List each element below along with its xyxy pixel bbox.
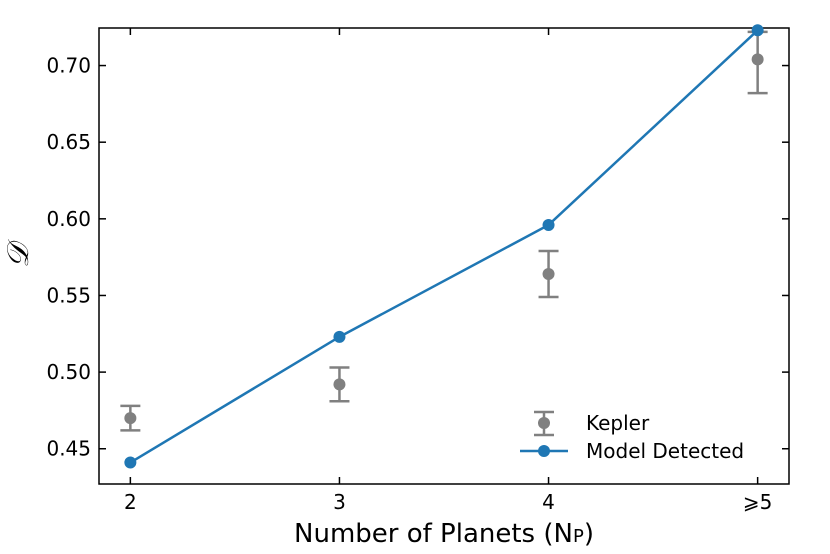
plot-area bbox=[120, 24, 768, 469]
y-tick-label: 0.55 bbox=[46, 283, 91, 307]
y-tick-label: 0.60 bbox=[46, 207, 91, 231]
x-axis-label-subscript: P bbox=[573, 526, 584, 547]
y-tick-label: 0.70 bbox=[46, 54, 91, 78]
y-axis-label: 𝒟 bbox=[1, 239, 36, 268]
legend-entry-model-detected: Model Detected bbox=[520, 439, 744, 463]
model-detected-point bbox=[333, 330, 346, 343]
model-detected-point bbox=[542, 218, 555, 231]
x-axis: 2 3 4 ⩾5 bbox=[124, 28, 772, 514]
x-tick-label: ⩾5 bbox=[743, 490, 772, 514]
x-tick-label: 2 bbox=[124, 490, 137, 514]
legend-model-marker bbox=[538, 445, 550, 457]
kepler-point bbox=[751, 53, 764, 66]
legend-kepler-label: Kepler bbox=[586, 411, 650, 435]
y-tick-label: 0.65 bbox=[46, 130, 91, 154]
kepler-point bbox=[124, 412, 137, 425]
kepler-point bbox=[333, 378, 346, 391]
plot-frame bbox=[98, 27, 790, 485]
x-tick-label: 3 bbox=[333, 490, 346, 514]
model-detected-line bbox=[129, 29, 759, 464]
y-axis: 0.45 0.50 0.55 0.60 0.65 0.70 bbox=[46, 54, 789, 461]
model-detected-point bbox=[124, 456, 137, 469]
y-tick-label: 0.45 bbox=[46, 437, 91, 461]
x-tick-label: 4 bbox=[542, 490, 555, 514]
legend-kepler-marker bbox=[538, 417, 550, 429]
x-axis-label: Number of Planets (NP) bbox=[294, 519, 594, 549]
kepler-point bbox=[542, 268, 555, 281]
legend-model-label: Model Detected bbox=[586, 439, 744, 463]
legend-entry-kepler: Kepler bbox=[534, 410, 650, 437]
x-axis-label-close: ) bbox=[584, 519, 594, 549]
x-axis-label-main: Number of Planets (N bbox=[294, 519, 573, 549]
model-detected-point bbox=[751, 24, 764, 37]
legend: Kepler Model Detected bbox=[520, 410, 744, 463]
y-tick-label: 0.50 bbox=[46, 360, 91, 384]
